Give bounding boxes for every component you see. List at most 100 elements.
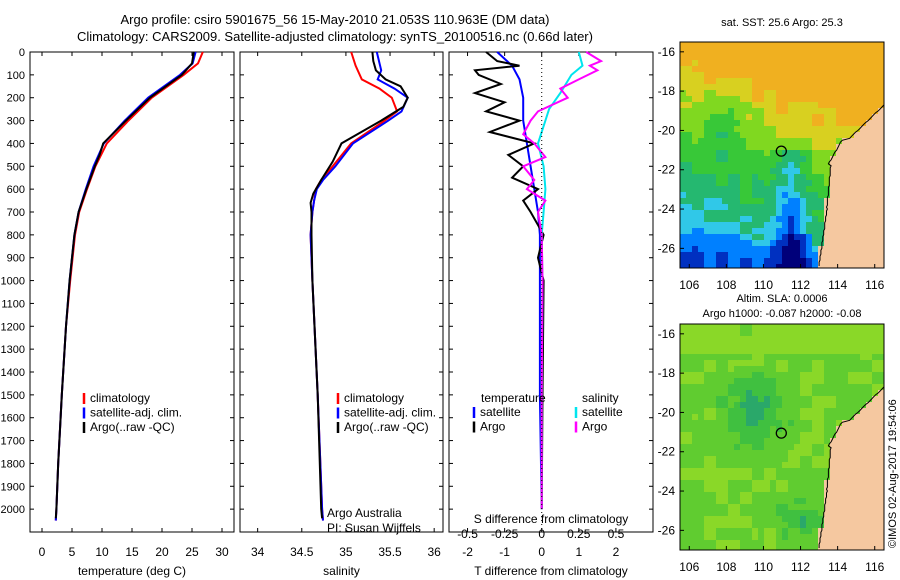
x-tick-label: 10 [95,545,109,559]
map-x-tick-label: 116 [865,560,884,574]
y-tick-label: 1200 [1,321,25,333]
temperature-panel: 0100200300400500600700800900100011001200… [1,47,235,578]
legend-label: Argo(..raw -QC) [344,420,429,434]
chart-title-line1: Argo profile: csiro 5901675_56 15-May-20… [120,12,550,27]
x-tick-label: 15 [125,545,139,559]
y-tick-label: 300 [7,116,25,128]
x-tick-label: 20 [155,545,169,559]
y-tick-label: 500 [7,161,25,173]
series-line-salinity-argo [521,51,604,510]
map-x-tick-label: 108 [716,560,736,574]
map-x-tick-label: 110 [754,278,773,292]
salinity-panel: 34 34.5 35 35.5 36 salinity climatologysatelli… [239,51,444,578]
imos-credit: ©IMOS 02-Aug-2017 19:54:06 [887,399,899,548]
series-line-temperature-satellite [496,51,543,510]
differences-panel: -2 -1 0 1 2 T difference from climatology -0.5… [448,51,654,578]
y-tick-label: 100 [7,70,25,82]
map-x-tick-label: 112 [791,278,810,292]
s-tick-label: 0 [538,527,545,541]
map-x-tick-label: 116 [865,278,884,292]
y-tick-label: 1600 [1,413,25,425]
legend-label: Argo [480,420,506,434]
x-tick-label: 34.5 [290,545,314,559]
legend-label: satellite-adj. clim. [90,406,182,420]
sla_map: 106 108 110 112 114 116 -16 -18 -20 -22 -24 -26 Alti… [658,293,885,574]
x-tick-label: 1 [575,545,582,559]
map-y-tick-label: -22 [658,445,676,459]
map-x-tick-label: 114 [828,278,847,292]
differences-xlabel-top: S difference from climatology [474,512,629,526]
legend-label: climatology [90,391,150,405]
y-tick-label: 1500 [1,390,25,402]
salinity-axes-box [239,51,444,533]
x-tick-label: 36 [427,545,441,559]
y-tick-label: 1300 [1,344,25,356]
y-tick-label: 0 [19,47,25,59]
sla_map-coastline [818,386,884,548]
map-y-tick-label: -18 [658,366,676,380]
legend-label: Argo(..raw -QC) [90,420,175,434]
map-y-tick-label: -20 [658,405,676,419]
x-tick-label: 0 [538,545,545,559]
temperature-axes-box [29,51,235,533]
x-tick-label: 34 [251,545,265,559]
map-x-tick-label: 106 [679,560,699,574]
chart-title-line2: Climatology: CARS2009. Satellite-adjuste… [77,29,593,44]
series-line-argo-raw-qc- [54,51,195,519]
s-tick-label: 0.5 [608,527,625,541]
differences-xlabel: T difference from climatology [474,564,628,578]
sst_map-coastline [818,104,884,266]
x-tick-label: 0 [39,545,46,559]
x-tick-label: 35.5 [378,545,402,559]
y-tick-label: 1400 [1,367,25,379]
legend-label: Argo [582,420,608,434]
annotation-line1: Argo Australia [327,506,402,520]
map-y-tick-label: -26 [658,241,676,255]
sla-map-title-line2: Argo h1000: -0.087 h2000: -0.08 [702,308,861,320]
salinity-xlabel: salinity [323,564,360,578]
y-tick-label: 2000 [1,504,25,516]
y-tick-label: 1100 [1,298,25,310]
sst_map-frame [679,41,885,269]
sla_map-frame [679,323,885,551]
sst_map: 106 108 110 112 114 116 -16 -18 -20 -22 -24 -26 sat.… [658,17,885,292]
x-tick-label: 30 [215,545,229,559]
legend-temperature-title: temperature [481,391,546,405]
y-tick-label: 800 [7,230,25,242]
map-x-tick-label: 106 [679,278,699,292]
legend-label: climatology [344,391,404,405]
differences-axes-box [448,51,654,533]
map-x-tick-label: 110 [754,560,773,574]
sla-map-title-line1: Altim. SLA: 0.0006 [736,293,827,305]
legend-label: satellite [582,405,623,419]
s-tick-label: -0.5 [457,527,478,541]
map-y-tick-label: -24 [658,202,676,216]
x-tick-label: -1 [499,545,510,559]
map-y-tick-label: -16 [658,327,676,341]
x-tick-label: 2 [613,545,620,559]
legend-label: satellite [480,405,521,419]
y-tick-label: 700 [7,207,25,219]
y-tick-label: 200 [7,93,25,105]
x-tick-label: 5 [69,545,76,559]
map-x-tick-label: 114 [828,560,847,574]
legend-salinity-title: salinity [582,391,619,405]
map-x-tick-label: 112 [791,560,810,574]
x-tick-label: 25 [185,545,199,559]
sst_map-field [680,42,884,268]
y-tick-label: 1800 [1,458,25,470]
y-tick-label: 400 [7,138,25,150]
y-tick-label: 1000 [1,276,25,288]
y-tick-label: 900 [7,253,25,265]
argo-position-marker [775,145,787,157]
annotation-line2: PI: Susan Wijffels [327,521,421,535]
map-y-tick-label: -16 [658,45,676,59]
y-tick-label: 1900 [1,481,25,493]
series-line-argo-raw-qc- [309,51,409,519]
map-y-tick-label: -26 [658,523,676,537]
map-x-tick-label: 108 [716,278,736,292]
y-tick-label: 1700 [1,436,25,448]
map-y-tick-label: -18 [658,84,676,98]
sla_map-field [680,324,884,550]
